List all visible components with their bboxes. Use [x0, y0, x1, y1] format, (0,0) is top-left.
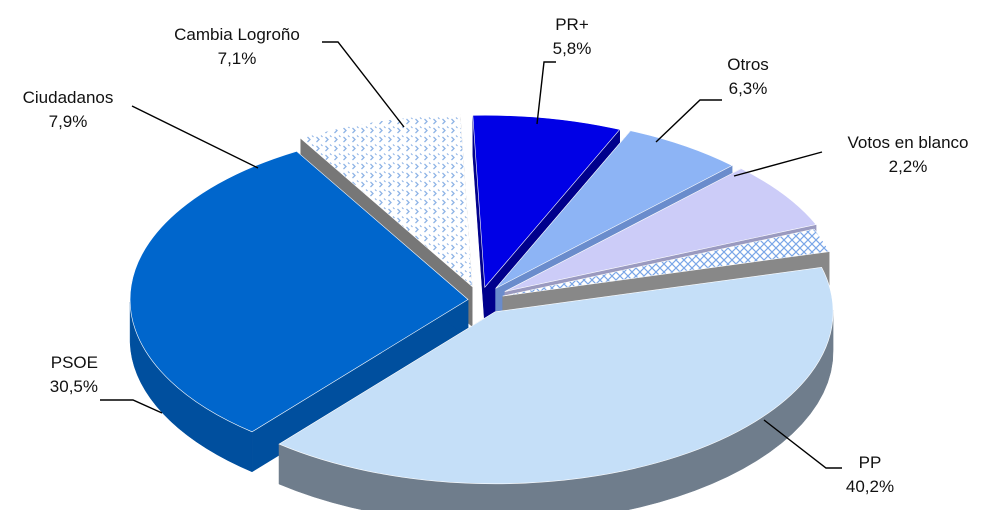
- leader-line-pp: [763, 419, 842, 469]
- slice-value-pp: 40,2%: [846, 477, 894, 496]
- leader-line-psoe: [100, 399, 163, 414]
- slice-label-votos-en-blanco: Votos en blanco: [848, 133, 969, 152]
- slice-otros: [504, 168, 817, 292]
- slice-pp: [278, 266, 834, 485]
- slice-cambia-logro-o: [472, 114, 621, 288]
- leader-line-pr-: [536, 61, 556, 125]
- slice-ciudadanos: [300, 114, 473, 288]
- slice-pr-: [495, 130, 733, 289]
- leader-line-ciudadanos: [131, 105, 259, 169]
- slice-value-pr-: 5,8%: [553, 39, 592, 58]
- leader-line-cambia-logro-o: [322, 41, 405, 128]
- slice-label-pp: PP: [859, 453, 882, 472]
- slice-value-psoe: 30,5%: [50, 377, 98, 396]
- slice-psoe: [129, 150, 469, 433]
- slice-value-ciudadanos: 7,9%: [49, 112, 88, 131]
- slice-label-pr-: PR+: [555, 15, 589, 34]
- slice-value-cambia-logro-o: 7,1%: [218, 49, 257, 68]
- slice-votos-en-blanco: [502, 228, 830, 297]
- leader-line-otros: [655, 99, 722, 143]
- slice-label-ciudadanos: Ciudadanos: [23, 88, 114, 107]
- slice-label-psoe: PSOE: [51, 353, 98, 372]
- leader-line-votos-en-blanco: [733, 151, 823, 177]
- slice-label-cambia-logro-o: Cambia Logroño: [174, 25, 300, 44]
- slice-label-otros: Otros: [727, 55, 769, 74]
- slice-value-otros: 6,3%: [729, 79, 768, 98]
- slice-value-votos-en-blanco: 2,2%: [889, 157, 928, 176]
